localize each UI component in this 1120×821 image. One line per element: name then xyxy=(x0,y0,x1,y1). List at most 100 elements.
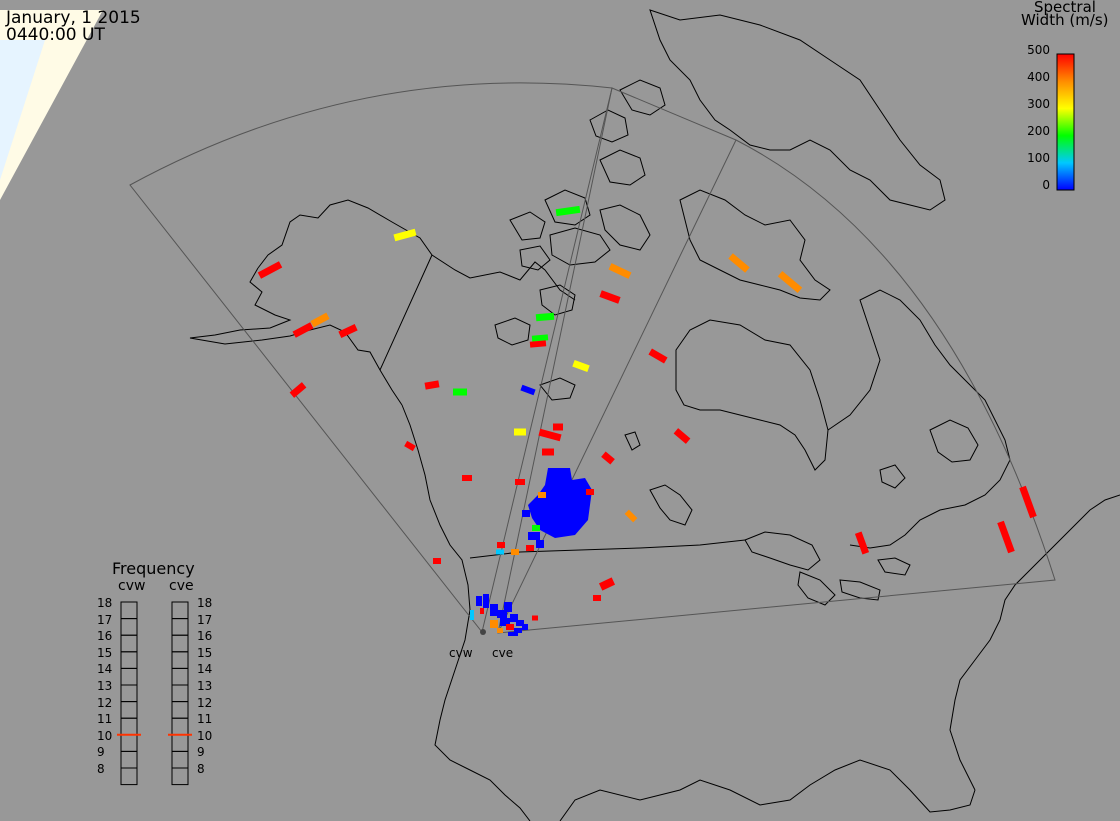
colorbar-tick: 0 xyxy=(1042,178,1050,192)
echo-cell xyxy=(601,451,615,465)
coastlines xyxy=(189,9,1120,821)
echo-cell xyxy=(462,475,472,481)
echo-cell xyxy=(586,489,594,495)
colorbar xyxy=(1056,53,1075,191)
echo-cell xyxy=(480,608,484,614)
frequency-box xyxy=(171,701,189,719)
echo-cell xyxy=(497,628,503,633)
echo-cell xyxy=(1019,485,1037,519)
echo-cell xyxy=(490,620,498,628)
frequency-tick: 10 xyxy=(97,728,113,743)
frequency-tick: 15 xyxy=(97,645,113,660)
echo-cell xyxy=(514,428,526,436)
colorbar-tick: 200 xyxy=(1027,124,1050,138)
fov-cvw xyxy=(129,82,613,634)
frequency-box xyxy=(120,651,138,669)
echo-cell xyxy=(514,628,522,633)
frequency-tick: 9 xyxy=(97,745,105,760)
echo-cluster xyxy=(528,468,592,538)
echo-cell xyxy=(506,624,514,630)
frequency-legend-boxes xyxy=(117,601,192,786)
echo-cell xyxy=(470,610,474,620)
echo-cell xyxy=(532,615,538,621)
frequency-box xyxy=(120,634,138,653)
frequency-tick: 8 xyxy=(97,762,105,776)
colorbar-tick: 500 xyxy=(1027,43,1050,57)
echo-cell xyxy=(310,312,330,328)
echo-cell xyxy=(673,428,691,444)
colorbar-title-line2: Width (m/s) xyxy=(1021,11,1109,29)
frequency-tick: 16 xyxy=(197,629,213,644)
frequency-tick: 8 xyxy=(197,762,205,776)
echo-cell xyxy=(516,620,524,626)
radar-label-cve: cve xyxy=(492,646,514,660)
frequency-box xyxy=(120,601,138,620)
frequency-column-label-cve: cve xyxy=(169,578,194,594)
frequency-tick: 12 xyxy=(97,695,113,710)
frequency-tick: 16 xyxy=(97,629,113,644)
frequency-tick: 13 xyxy=(97,679,113,693)
echo-cell xyxy=(535,312,555,322)
echo-cell xyxy=(536,540,544,548)
frequency-box xyxy=(171,651,189,669)
frequency-box xyxy=(171,767,189,786)
frequency-box xyxy=(171,750,189,769)
echo-cell xyxy=(522,510,530,517)
echo-cell xyxy=(542,448,554,456)
echo-cell xyxy=(508,632,518,636)
echo-cell xyxy=(529,340,547,348)
frequency-tick: 11 xyxy=(97,712,113,727)
radar-label-cvw: cvw xyxy=(449,646,473,660)
echo-cell xyxy=(528,532,540,540)
echo-cell xyxy=(483,594,489,608)
echo-cell xyxy=(648,348,668,364)
timestamp-date: January, 1 2015 xyxy=(6,8,141,28)
frequency-column-label-cvw: cvw xyxy=(118,578,146,594)
echo-cell xyxy=(515,479,525,485)
echo-cell xyxy=(608,263,632,279)
echo-cell xyxy=(532,525,540,531)
echo-cell xyxy=(510,614,518,622)
echo-cell xyxy=(424,380,440,390)
radar-site-marker xyxy=(480,629,486,635)
echo-cell xyxy=(520,384,536,396)
frequency-legend-title: Frequency xyxy=(112,559,195,578)
frequency-tick: 12 xyxy=(197,695,213,710)
echo-cell xyxy=(560,473,568,479)
frequency-box xyxy=(171,601,189,620)
echo-cell xyxy=(257,261,283,279)
echo-cell xyxy=(338,324,358,338)
frequency-box xyxy=(171,734,189,752)
echo-cell xyxy=(538,492,546,498)
echo-cell xyxy=(599,290,621,304)
echo-cell xyxy=(393,228,417,242)
frequency-box xyxy=(171,667,189,686)
echo-cell xyxy=(553,423,563,431)
echo-cell xyxy=(292,322,314,338)
frequency-box xyxy=(120,701,138,719)
echo-cell xyxy=(854,531,870,555)
frequency-tick: 18 xyxy=(97,596,113,610)
echo-cell xyxy=(531,334,549,342)
echo-cell xyxy=(526,545,534,551)
echo-cell xyxy=(497,542,505,548)
echo-cell xyxy=(555,205,581,217)
echo-cell xyxy=(522,624,528,630)
frequency-box xyxy=(171,717,189,736)
timestamp-time: 0440:00 UT xyxy=(6,25,105,45)
frequency-tick: 14 xyxy=(97,662,113,677)
echo-cell xyxy=(497,610,507,618)
frequency-tick: 11 xyxy=(197,712,213,727)
frequency-tick: 14 xyxy=(197,662,213,677)
echo-cell xyxy=(511,549,519,555)
echo-cell xyxy=(490,604,498,616)
frequency-box xyxy=(120,750,138,769)
colorbar-tick: 400 xyxy=(1027,70,1050,84)
echo-cell xyxy=(572,359,590,373)
frequency-tick: 17 xyxy=(97,612,113,627)
echo-cell xyxy=(593,595,601,601)
frequency-box xyxy=(120,717,138,736)
frequency-box xyxy=(171,684,189,703)
